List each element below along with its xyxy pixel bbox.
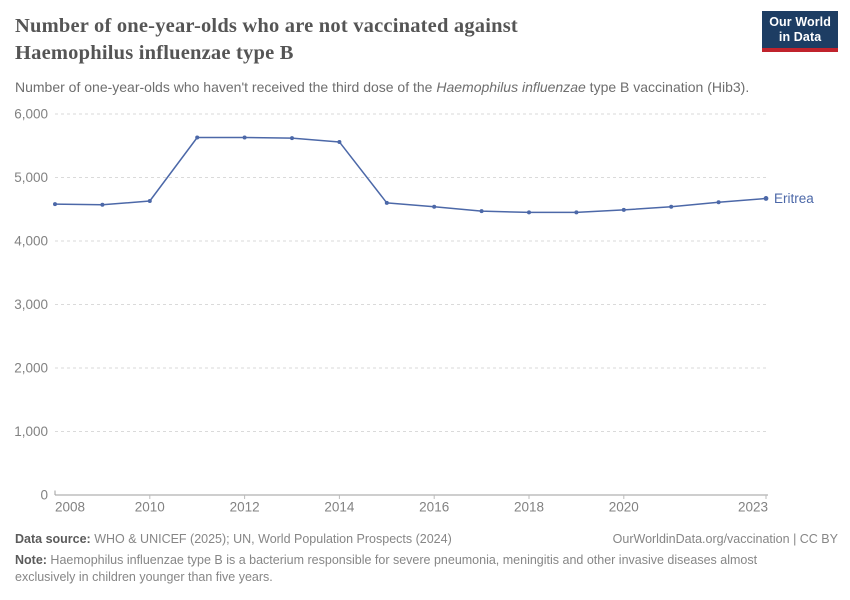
data-point[interactable] <box>290 136 294 141</box>
data-point[interactable] <box>574 210 579 215</box>
x-tick-label: 2012 <box>230 500 260 515</box>
x-tick-label: 2023 <box>738 500 768 515</box>
y-tick-label: 3,000 <box>14 297 48 312</box>
data-point[interactable] <box>716 200 721 205</box>
x-tick-label: 2014 <box>324 500 355 515</box>
y-tick-label: 4,000 <box>14 234 48 249</box>
chart-subtitle: Number of one-year-olds who haven't rece… <box>15 78 749 96</box>
y-tick-label: 0 <box>40 488 48 503</box>
note-label: Note: <box>15 553 47 567</box>
note-text: Haemophilus influenzae type B is a bacte… <box>15 553 758 584</box>
y-tick-label: 6,000 <box>14 107 48 122</box>
data-point[interactable] <box>337 139 342 144</box>
owid-logo[interactable]: Our World in Data <box>762 11 838 52</box>
data-point[interactable] <box>384 200 389 205</box>
owid-logo-line1: Our World <box>769 15 831 29</box>
line-chart[interactable]: 0 1,000 2,000 3,000 4,000 5,000 6,000 2008 2010 2… <box>0 0 850 530</box>
data-source-text: WHO & UNICEF (2025); UN, World Populatio… <box>90 532 452 546</box>
attribution-link[interactable]: OurWorldinData.org/vaccination | CC BY <box>612 532 838 546</box>
data-point[interactable] <box>195 135 200 140</box>
data-point[interactable] <box>763 196 769 201</box>
subtitle-text: Number of one-year-olds who haven't rece… <box>15 79 437 95</box>
chart-title: Number of one-year-olds who are not vacc… <box>15 13 675 67</box>
chart-title-line1: Number of one-year-olds who are not vacc… <box>15 15 518 37</box>
data-source: Data source: WHO & UNICEF (2025); UN, Wo… <box>15 531 452 547</box>
data-point[interactable] <box>527 210 531 215</box>
data-point[interactable] <box>100 202 105 207</box>
y-tick-label: 1,000 <box>14 424 48 439</box>
subtitle-text-end: type B vaccination (Hib3). <box>585 79 750 95</box>
data-point[interactable] <box>242 135 247 140</box>
chart-title-line2: Haemophilus influenzae type B <box>15 42 294 64</box>
data-point[interactable] <box>621 207 626 212</box>
data-point[interactable] <box>479 209 484 214</box>
x-tick-label: 2018 <box>514 500 544 515</box>
x-tick-label: 2010 <box>135 500 165 515</box>
x-tick-label: 2020 <box>609 500 639 515</box>
x-tick-label: 2008 <box>55 500 85 515</box>
data-point[interactable] <box>53 202 57 207</box>
y-tick-label: 2,000 <box>14 361 48 376</box>
series-line[interactable] <box>54 136 767 214</box>
owid-logo-line2: in Data <box>778 30 822 44</box>
x-tick-label: 2016 <box>419 500 449 515</box>
data-point[interactable] <box>669 204 674 209</box>
y-tick-label: 5,000 <box>14 170 48 185</box>
footer-source-row: Data source: WHO & UNICEF (2025); UN, Wo… <box>15 531 838 547</box>
subtitle-italic-text: Haemophilus influenzae <box>436 79 586 95</box>
data-point[interactable] <box>432 204 437 209</box>
footer-note: Note: Haemophilus influenzae type B is a… <box>15 552 793 585</box>
series-end-label[interactable]: Eritrea <box>774 191 814 206</box>
data-point[interactable] <box>147 198 152 203</box>
data-source-label: Data source: <box>15 532 91 546</box>
